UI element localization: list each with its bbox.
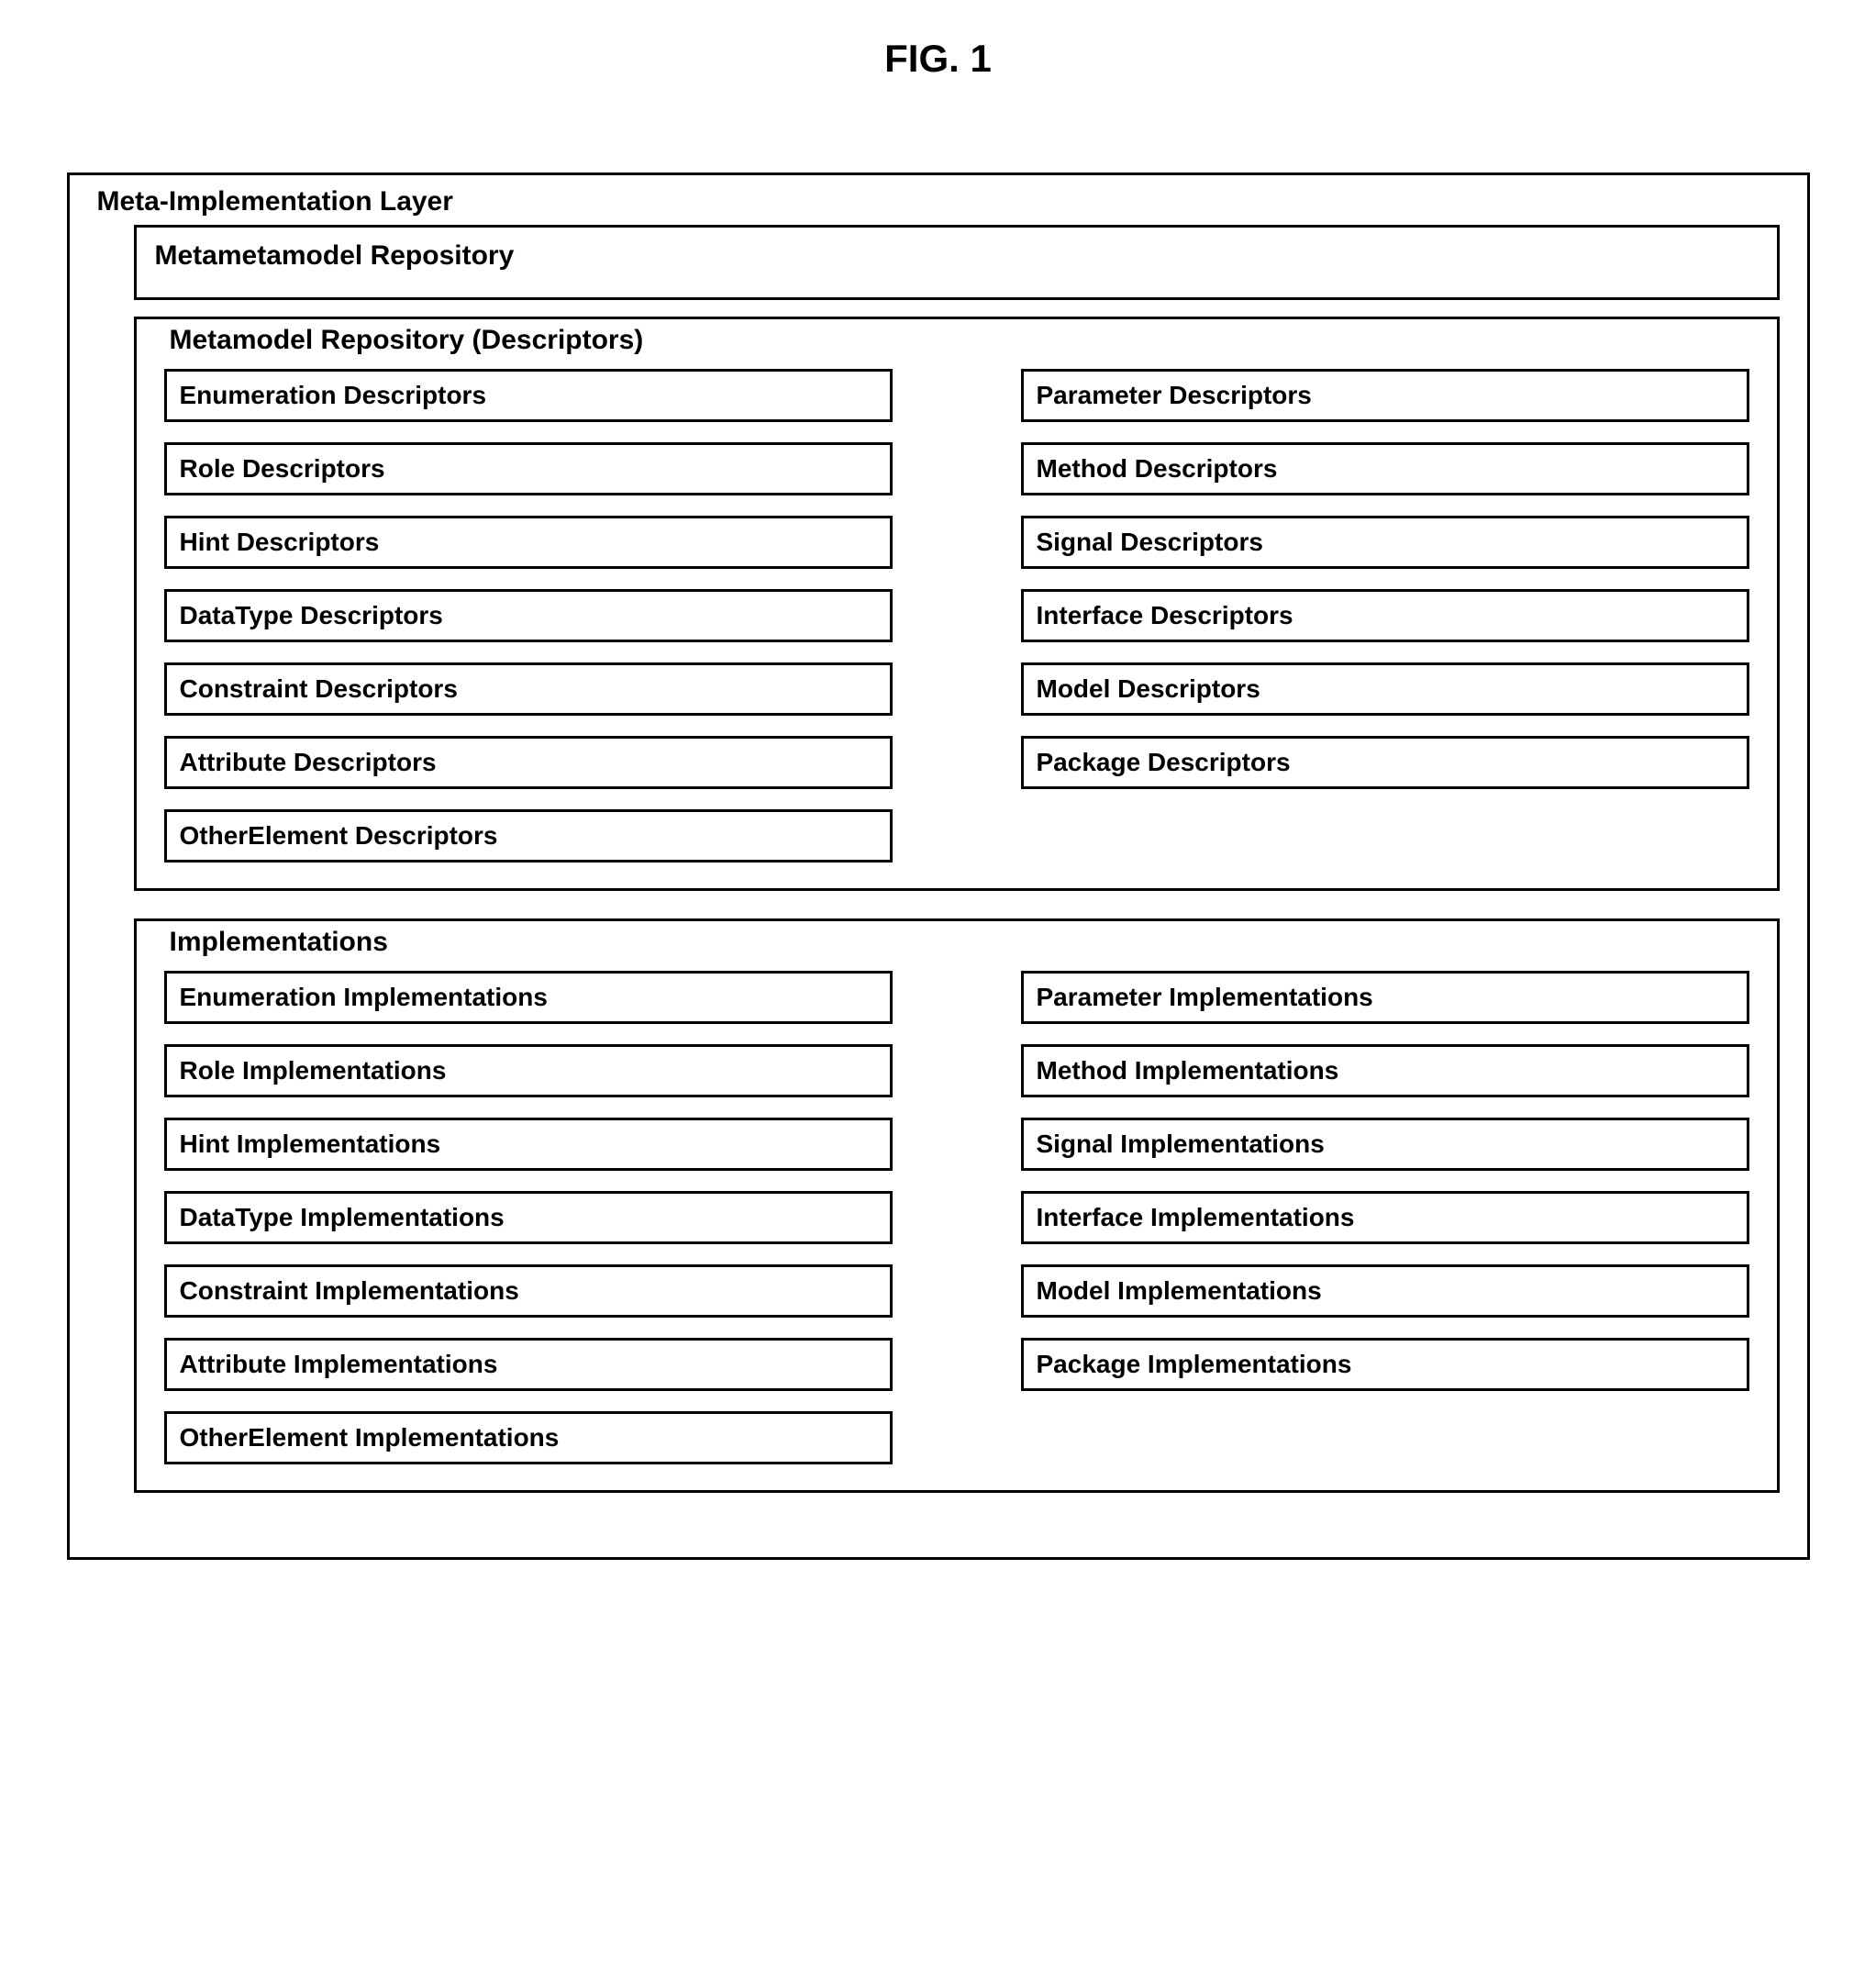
- implementation-box: Model Implementations: [1021, 1264, 1749, 1318]
- implementation-box: Signal Implementations: [1021, 1118, 1749, 1171]
- implementation-box: Package Implementations: [1021, 1338, 1749, 1391]
- descriptor-box: Constraint Descriptors: [164, 662, 893, 716]
- implementations-section-title: Implementations: [164, 921, 1749, 971]
- descriptor-box: Enumeration Descriptors: [164, 369, 893, 422]
- implementation-box: OtherElement Implementations: [164, 1411, 893, 1464]
- implementation-box: Constraint Implementations: [164, 1264, 893, 1318]
- metamodel-columns: Enumeration Descriptors Role Descriptors…: [164, 369, 1749, 863]
- descriptor-box: Model Descriptors: [1021, 662, 1749, 716]
- metametamodel-repository-box: Metametamodel Repository: [134, 225, 1780, 300]
- metamodel-left-column: Enumeration Descriptors Role Descriptors…: [164, 369, 893, 863]
- descriptor-box: Signal Descriptors: [1021, 516, 1749, 569]
- implementation-box: Interface Implementations: [1021, 1191, 1749, 1244]
- descriptor-box: Attribute Descriptors: [164, 736, 893, 789]
- implementation-box: Role Implementations: [164, 1044, 893, 1097]
- metametamodel-title: Metametamodel Repository: [150, 235, 1764, 277]
- descriptor-box: Role Descriptors: [164, 442, 893, 495]
- descriptor-box: OtherElement Descriptors: [164, 809, 893, 863]
- descriptor-box: Interface Descriptors: [1021, 589, 1749, 642]
- implementations-right-column: Parameter Implementations Method Impleme…: [1021, 971, 1749, 1464]
- figure-title: FIG. 1: [37, 37, 1839, 81]
- metamodel-section-title: Metamodel Repository (Descriptors): [164, 319, 1749, 369]
- metamodel-repository-section: Metamodel Repository (Descriptors) Enume…: [134, 317, 1780, 891]
- implementation-box: Method Implementations: [1021, 1044, 1749, 1097]
- descriptor-box: Method Descriptors: [1021, 442, 1749, 495]
- implementation-box: Parameter Implementations: [1021, 971, 1749, 1024]
- metamodel-right-column: Parameter Descriptors Method Descriptors…: [1021, 369, 1749, 863]
- implementations-columns: Enumeration Implementations Role Impleme…: [164, 971, 1749, 1464]
- implementations-left-column: Enumeration Implementations Role Impleme…: [164, 971, 893, 1464]
- descriptor-box: Parameter Descriptors: [1021, 369, 1749, 422]
- implementation-box: Hint Implementations: [164, 1118, 893, 1171]
- descriptor-box: Package Descriptors: [1021, 736, 1749, 789]
- descriptor-box: DataType Descriptors: [164, 589, 893, 642]
- meta-implementation-layer-container: Meta-Implementation Layer Metametamodel …: [67, 173, 1810, 1560]
- outer-title: Meta-Implementation Layer: [97, 186, 1780, 217]
- implementation-box: Enumeration Implementations: [164, 971, 893, 1024]
- descriptor-box: Hint Descriptors: [164, 516, 893, 569]
- implementation-box: DataType Implementations: [164, 1191, 893, 1244]
- implementations-section: Implementations Enumeration Implementati…: [134, 918, 1780, 1493]
- implementation-box: Attribute Implementations: [164, 1338, 893, 1391]
